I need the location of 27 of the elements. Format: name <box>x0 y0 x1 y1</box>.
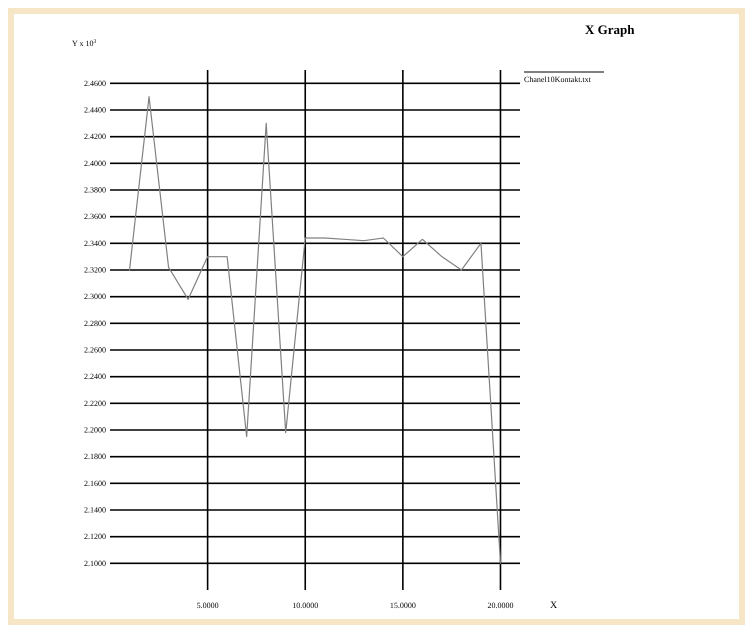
x-tick-label: 5.0000 <box>196 601 219 610</box>
y-tick-label: 2.2800 <box>84 318 106 328</box>
y-tick-label: 2.4200 <box>84 132 106 142</box>
y-tick-label: 2.4600 <box>84 78 106 88</box>
y-tick-label: 2.2000 <box>84 426 106 435</box>
y-tick-label: 2.4000 <box>84 158 106 168</box>
x-tick-label: 20.0000 <box>487 601 514 610</box>
y-tick-label: 2.1600 <box>84 478 106 488</box>
x-axis-title: X <box>550 600 558 611</box>
y-tick-label: 2.2200 <box>84 398 106 408</box>
x-tick-label: 10.0000 <box>292 601 318 610</box>
y-tick-label: 2.3400 <box>84 238 106 248</box>
y-tick-label: 2.4400 <box>84 106 106 115</box>
y-tick-label: 2.1200 <box>84 532 106 542</box>
text: Chanel10Kontakt.txt <box>524 75 592 84</box>
y-tick-label: 2.2600 <box>84 346 106 355</box>
x-tick-label: 15.0000 <box>390 601 416 610</box>
y-tick-label: 2.3000 <box>84 292 106 302</box>
text: X Graph <box>585 22 636 37</box>
y-axis-title: Y x 10$^{3}$ <box>72 39 96 48</box>
y-tick-label: 2.1800 <box>84 452 106 462</box>
y-tick-label: 2.3800 <box>84 186 106 195</box>
y-tick-label: 2.2400 <box>84 372 106 382</box>
y-tick-label: 2.1000 <box>84 558 106 568</box>
y-tick-label: 2.1400 <box>84 506 106 515</box>
y-tick-label: 2.3200 <box>84 266 106 275</box>
y-tick-label: 2.3600 <box>84 212 106 222</box>
